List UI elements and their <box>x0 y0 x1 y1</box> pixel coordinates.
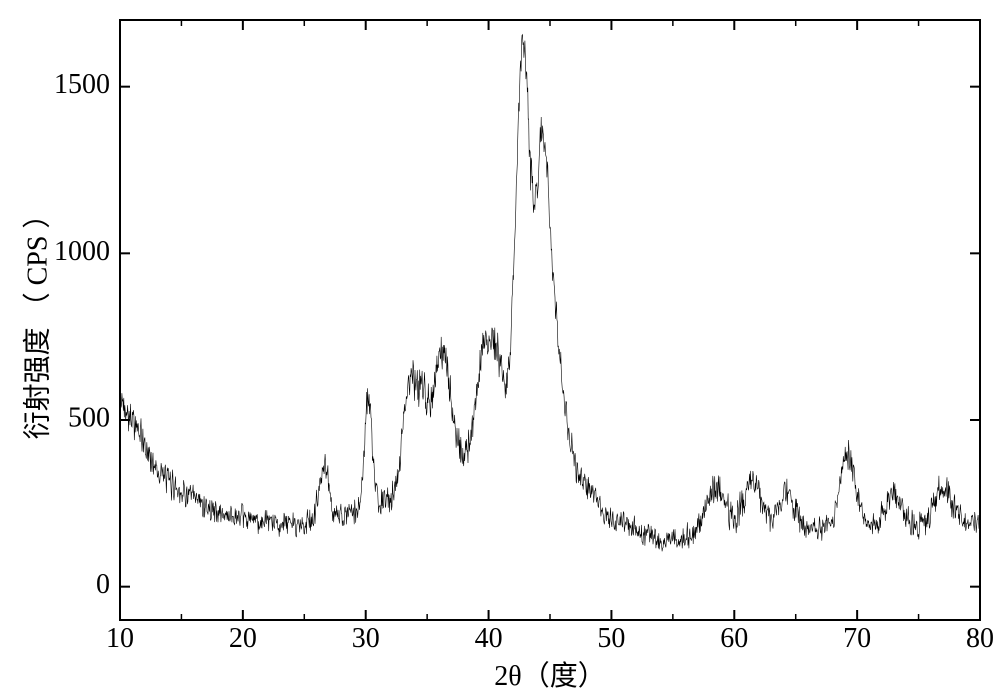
y-tick-label: 0 <box>96 569 110 600</box>
y-tick-label: 1000 <box>54 236 110 267</box>
x-tick-label: 60 <box>720 623 748 654</box>
y-tick-label: 1500 <box>54 69 110 100</box>
xrd-chart: 10 20 30 40 50 60 70 80 0 500 1000 1500 2θ（度） 衍射强度 （ … <box>0 0 1000 698</box>
chart-background <box>0 0 1000 698</box>
x-tick-label: 30 <box>352 623 380 654</box>
x-tick-label: 50 <box>597 623 625 654</box>
x-tick-label: 70 <box>843 623 871 654</box>
x-tick-label: 80 <box>966 623 994 654</box>
x-tick-label: 20 <box>229 623 257 654</box>
y-axis-title: 衍射强度 （ CPS ） <box>21 201 53 440</box>
x-tick-label: 40 <box>475 623 503 654</box>
x-tick-label: 10 <box>106 623 134 654</box>
x-axis-title: 2θ（度） <box>494 660 605 692</box>
y-tick-label: 500 <box>68 402 110 433</box>
